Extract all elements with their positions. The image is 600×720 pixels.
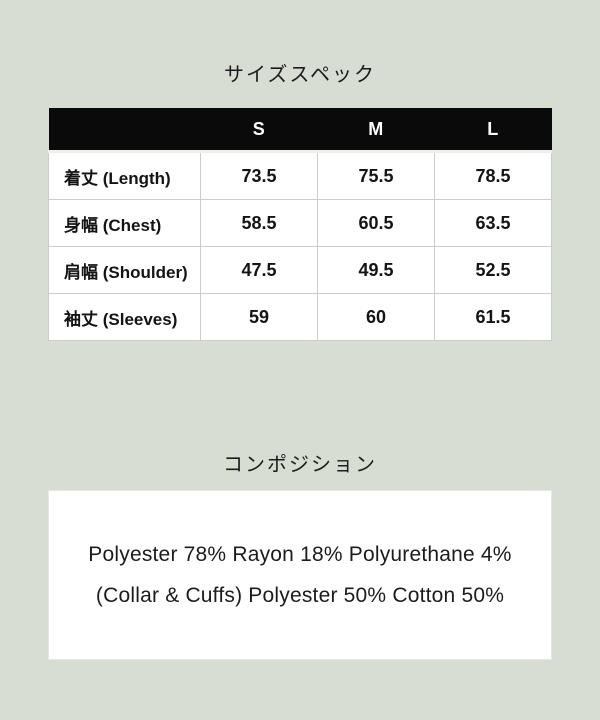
composition-line-collar-cuffs: (Collar & Cuffs) Polyester 50% Cotton 50… — [95, 584, 505, 607]
value-chest-l: 63.5 — [434, 199, 552, 247]
table-row-shoulder: 肩幅 (Shoulder) 47.5 49.5 52.5 — [48, 246, 552, 294]
size-table-corner-cell — [48, 108, 201, 153]
value-chest-s: 58.5 — [200, 199, 318, 247]
value-shoulder-s: 47.5 — [200, 246, 318, 294]
size-column-header-l: L — [434, 108, 552, 153]
value-length-s: 73.5 — [200, 151, 318, 200]
composition-line-body: Polyester 78% Rayon 18% Polyurethane 4% — [88, 543, 512, 566]
value-shoulder-l: 52.5 — [434, 246, 552, 294]
value-sleeves-l: 61.5 — [434, 293, 552, 341]
table-row-chest: 身幅 (Chest) 58.5 60.5 63.5 — [48, 199, 552, 247]
row-label-chest: 身幅 (Chest) — [48, 199, 201, 247]
size-table-header-row: S M L — [48, 108, 552, 153]
row-label-sleeves: 袖丈 (Sleeves) — [48, 293, 201, 341]
size-spec-title: サイズスペック — [224, 64, 376, 86]
value-length-l: 78.5 — [434, 151, 552, 200]
row-label-shoulder: 肩幅 (Shoulder) — [48, 246, 201, 294]
value-sleeves-s: 59 — [200, 293, 318, 341]
value-chest-m: 60.5 — [317, 199, 435, 247]
value-shoulder-m: 49.5 — [317, 246, 435, 294]
size-table-container: S M L 着丈 (Length) 73.5 75.5 78.5 身幅 (Che… — [48, 108, 552, 341]
composition-title: コンポジション — [223, 454, 377, 476]
size-spec-table: S M L 着丈 (Length) 73.5 75.5 78.5 身幅 (Che… — [48, 108, 552, 341]
composition-box: Polyester 78% Rayon 18% Polyurethane 4% … — [48, 490, 552, 660]
size-column-header-s: S — [200, 108, 318, 153]
table-row-sleeves: 袖丈 (Sleeves) 59 60 61.5 — [48, 293, 552, 341]
value-sleeves-m: 60 — [317, 293, 435, 341]
row-label-length: 着丈 (Length) — [48, 151, 201, 200]
value-length-m: 75.5 — [317, 151, 435, 200]
size-column-header-m: M — [317, 108, 435, 153]
table-row-length: 着丈 (Length) 73.5 75.5 78.5 — [48, 151, 552, 200]
